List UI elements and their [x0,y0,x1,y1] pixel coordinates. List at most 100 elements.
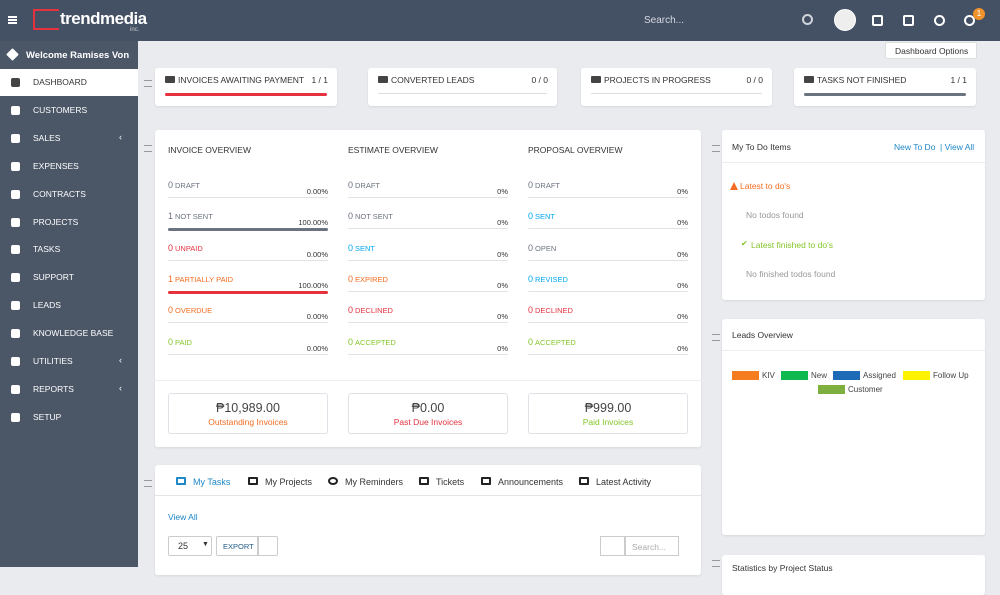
nav-item[interactable]: UTILITIES ‹ [0,348,138,375]
divider [155,380,701,381]
caret: ▼ [202,541,209,548]
stat-value: 1 / 1 [950,75,967,85]
row-pct: 0% [497,343,508,353]
nav-label: DASHBOARD [33,77,87,87]
tab-icon[interactable] [579,477,589,485]
avatar[interactable] [834,9,856,31]
nav-icon [11,357,20,366]
total-box: ₱0.00 Past Due Invoices [348,393,508,434]
overview-title: INVOICE OVERVIEW [168,145,251,155]
row-bar [348,259,508,261]
legend-label: New [811,371,828,380]
row-count: 0 [528,273,534,284]
row-bar [348,197,508,198]
drag-handle [712,560,720,567]
view-all[interactable]: View All [168,512,198,522]
nav-item[interactable]: DASHBOARD [0,69,138,96]
todo-view-all[interactable]: | View All [940,142,975,152]
tab-icon[interactable] [176,477,186,485]
nav-label: EXPENSES [33,160,79,171]
search-icon-box[interactable] [600,536,625,556]
nav-item[interactable]: SETUP [0,404,138,431]
row-pct: 0% [497,218,508,228]
export-label: EXPORT [223,542,254,551]
tab[interactable]: My Reminders [345,477,404,487]
nav-item[interactable]: SUPPORT [0,264,138,291]
row-count: 0 [528,336,534,347]
search-icon[interactable] [802,14,813,25]
legend-label: Assigned [863,371,896,380]
row-count: 1 [168,273,174,284]
tab-icon[interactable] [248,477,258,485]
dashboard-options[interactable]: Dashboard Options [885,42,977,59]
divider [722,162,985,163]
page-size[interactable]: 25 ▼ [168,536,212,556]
stat-bar [165,93,327,96]
stat-value: 1 / 1 [311,75,328,85]
leads-title: Leads Overview [732,330,793,340]
logo-box [33,9,59,30]
nav-item[interactable]: EXPENSES [0,153,138,180]
stat-card: INVOICES AWAITING PAYMENT 1 / 1 [155,68,337,106]
nav-item[interactable]: CUSTOMERS [0,97,138,124]
nav-icon [11,189,20,199]
nav-item[interactable]: SALES ‹ [0,125,138,152]
row-bar [528,259,688,261]
drag-handle [144,145,152,152]
leads-panel: Leads Overview KIV New Assigned Follow Up Cus… [722,319,985,535]
tab[interactable]: My Tasks [193,477,231,487]
tab[interactable]: Announcements [498,477,564,487]
row-label: PARTIALLY PAID [175,274,234,284]
row-pct: 0.00% [306,343,328,353]
stat-bar [591,93,762,94]
sidebar: Welcome Ramises Von DASHBOARD CUSTOMERS SAL… [0,41,138,567]
dashboard-options-label: Dashboard Options [895,46,969,56]
row-pct: 0.00% [306,249,328,259]
nav-item[interactable]: CONTRACTS [0,181,138,208]
row-label: SENT [355,243,376,253]
nav-icon [11,301,20,311]
row-pct: 100.00% [298,218,328,228]
header-icon[interactable] [934,15,945,26]
tab-icon[interactable] [328,477,338,485]
header-icon[interactable] [903,15,914,26]
legend-swatch [818,385,845,394]
tab[interactable]: Tickets [436,477,465,487]
menu-icon[interactable] [8,16,17,24]
tab[interactable]: Latest Activity [596,477,652,487]
total-amount: ₱0.00 [411,401,445,415]
stat-label: TASKS NOT FINISHED [817,75,907,85]
refresh-button[interactable] [258,536,278,556]
row-label: NOT SENT [355,212,393,222]
nav-label: SUPPORT [33,272,74,283]
stats-panel: Statistics by Project Status [722,555,985,595]
nav-item[interactable]: REPORTS ‹ [0,376,138,403]
legend-label: KIV [762,371,775,380]
total-label: Past Due Invoices [393,417,463,427]
nav-item[interactable]: LEADS [0,292,138,319]
row-count: 0 [168,180,174,190]
search-box[interactable]: Search... [625,536,679,556]
nav-item[interactable]: PROJECTS [0,209,138,236]
tab-icon[interactable] [481,477,491,485]
tab-icon[interactable] [419,477,429,485]
row-label: UNPAID [175,243,203,253]
row-bar [528,353,688,355]
row-bar [348,290,508,292]
menu-icon-mid [8,19,17,21]
search[interactable]: Search... [644,15,685,26]
header-icon[interactable] [964,15,975,26]
nav-label: CUSTOMERS [33,104,88,115]
total-box: ₱10,989.00 Outstanding Invoices [168,393,328,434]
todo-latest: Latest to do's [740,181,791,191]
stat-icon [591,76,601,83]
nav-item[interactable]: KNOWLEDGE BASE [0,320,138,347]
todo-new[interactable]: New To Do [894,142,936,152]
header-icon[interactable] [872,15,883,26]
export-button[interactable]: EXPORT [216,536,258,556]
todo-panel: My To Do Items New To Do | View All Latest … [722,130,985,300]
row-pct: 0.00% [306,187,328,196]
tab[interactable]: My Projects [265,477,313,487]
legend-swatch [781,371,808,380]
nav-item[interactable]: TASKS [0,236,138,263]
